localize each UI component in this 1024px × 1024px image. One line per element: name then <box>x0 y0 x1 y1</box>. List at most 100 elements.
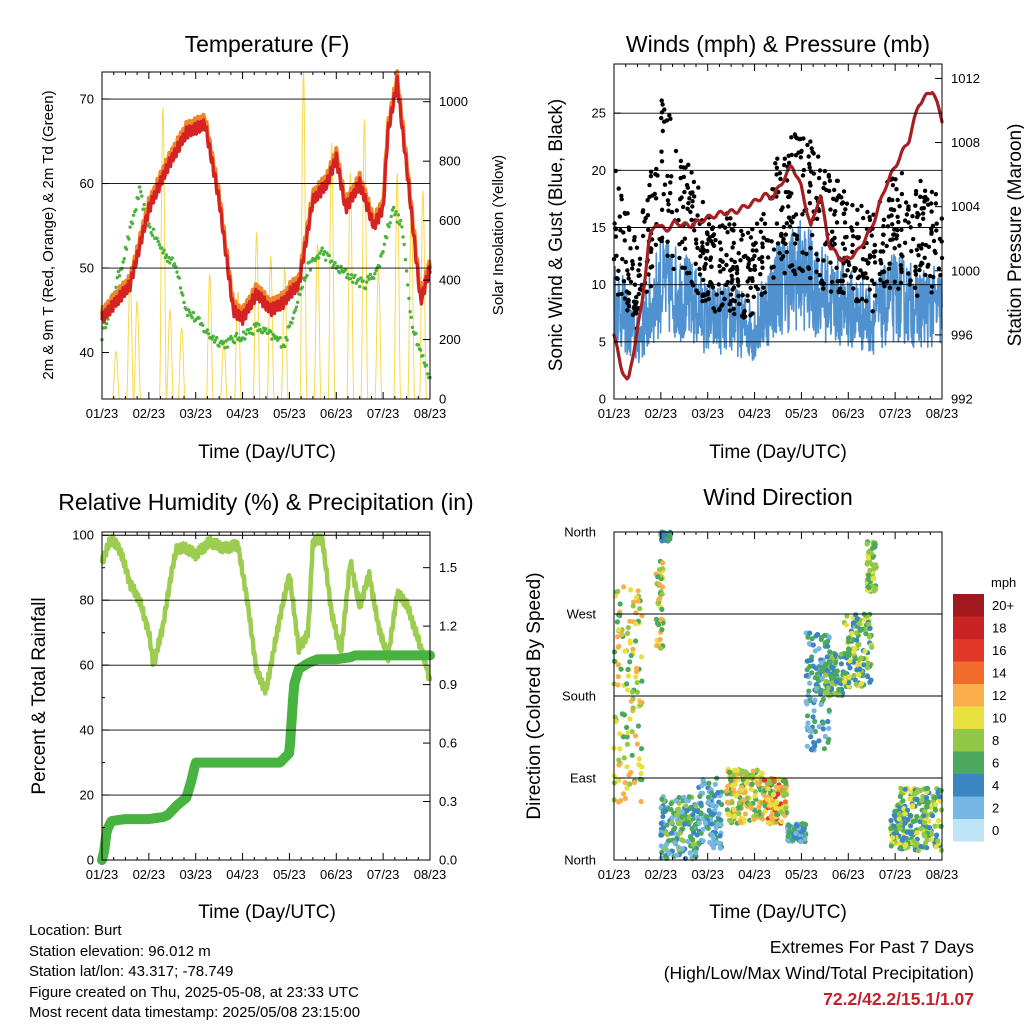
gust-point <box>934 228 939 233</box>
gust-point <box>933 201 939 206</box>
direction-point <box>635 588 641 594</box>
direction-point <box>660 813 666 820</box>
gust-point <box>777 250 782 256</box>
direction-point <box>612 593 618 599</box>
gust-point <box>816 175 822 181</box>
gust-point <box>895 214 900 219</box>
direction-point <box>902 786 908 792</box>
direction-point <box>716 811 722 817</box>
gust-point <box>643 215 648 221</box>
speed-legend-label: 20+ <box>992 598 1014 613</box>
direction-point <box>737 800 743 806</box>
x-tick-label: 03/23 <box>179 867 212 882</box>
speed-legend-label: 6 <box>992 756 999 771</box>
direction-point <box>924 804 930 810</box>
gust-point <box>920 261 925 266</box>
latest-timestamp: Most recent data timestamp: 2025/05/08 2… <box>29 1004 361 1021</box>
direction-point <box>919 797 925 804</box>
gust-point <box>755 286 760 292</box>
gust-point <box>782 162 787 168</box>
direction-point <box>712 807 718 814</box>
direction-point <box>624 764 630 770</box>
direction-point <box>726 812 732 818</box>
speed-legend-label: 2 <box>992 801 999 816</box>
direction-point <box>805 720 811 726</box>
direction-point <box>914 797 920 803</box>
gust-point <box>855 207 860 212</box>
direction-point <box>896 816 902 822</box>
x-tick-label: 06/23 <box>320 406 353 421</box>
dewpoint-point <box>321 252 326 257</box>
gust-point <box>864 275 870 281</box>
dewpoint-point <box>394 210 398 214</box>
gust-point <box>614 253 619 258</box>
direction-point <box>658 820 664 827</box>
gust-point <box>686 201 691 206</box>
station-info: Location: Burt Station elevation: 96.012… <box>29 921 360 1024</box>
direction-point <box>690 841 696 847</box>
gust-point <box>694 241 699 246</box>
gust-point <box>831 196 836 201</box>
gust-point <box>689 170 694 175</box>
direction-point <box>851 649 857 655</box>
speed-legend-label: 18 <box>992 621 1006 636</box>
solar-insolation-line <box>177 327 186 400</box>
direction-point <box>737 818 743 825</box>
direction-point <box>691 830 697 836</box>
direction-point <box>826 725 832 732</box>
gust-point <box>872 293 878 298</box>
direction-point <box>847 665 853 671</box>
direction-point <box>857 666 863 672</box>
direction-point <box>625 730 631 736</box>
gust-point <box>889 213 894 218</box>
direction-point <box>806 688 812 694</box>
dewpoint-point <box>426 372 430 376</box>
temperature-axes: 01/23 02/23 03/23 04/23 05/23 06/23 07/23 08/23… <box>80 72 468 421</box>
direction-point <box>807 630 813 636</box>
gust-point <box>800 250 805 255</box>
direction-point <box>630 603 636 609</box>
direction-point <box>915 848 921 854</box>
direction-point <box>773 784 780 790</box>
y-tick-label: 800 <box>439 154 461 169</box>
gust-point <box>628 279 634 285</box>
gust-point <box>718 258 723 263</box>
direction-point <box>660 825 666 831</box>
direction-point <box>829 664 835 670</box>
direction-point <box>768 802 774 808</box>
gust-point <box>889 207 895 212</box>
direction-point <box>938 787 944 794</box>
gust-point <box>929 290 934 295</box>
direction-point <box>904 829 910 835</box>
direction-point <box>915 787 921 793</box>
gust-point <box>670 253 675 259</box>
direction-point <box>762 777 768 783</box>
gust-point <box>662 182 668 187</box>
gust-point <box>640 233 646 239</box>
x-tick-label: 04/23 <box>226 406 259 421</box>
gust-point <box>720 223 725 228</box>
gust-point <box>890 183 896 188</box>
gust-point <box>814 252 819 257</box>
gust-point <box>739 228 744 234</box>
wind-direction-title: Wind Direction <box>703 484 853 510</box>
direction-point <box>638 770 644 777</box>
gust-point <box>730 245 735 250</box>
gust-point <box>728 292 734 297</box>
direction-point <box>810 745 816 752</box>
gust-point <box>807 180 813 186</box>
gust-point <box>703 298 708 303</box>
gust-point <box>739 237 744 242</box>
dewpoint-point <box>264 327 268 331</box>
gust-point <box>777 171 783 176</box>
direction-point <box>625 673 632 679</box>
humidity-panel: Relative Humidity (%) & Precipitation (i… <box>29 489 474 923</box>
gust-point <box>684 182 690 188</box>
gust-point <box>929 189 935 195</box>
gust-point <box>634 245 640 250</box>
gust-point <box>850 203 855 208</box>
gust-point <box>648 174 654 179</box>
temp-2m-line <box>100 74 432 326</box>
direction-point <box>705 825 711 831</box>
direction-point <box>856 672 862 678</box>
